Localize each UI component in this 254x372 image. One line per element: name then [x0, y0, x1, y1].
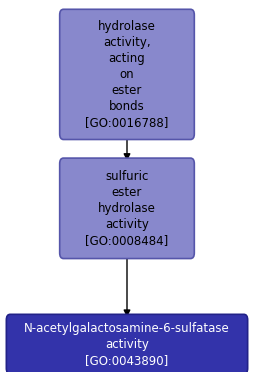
FancyBboxPatch shape	[6, 314, 248, 372]
FancyBboxPatch shape	[60, 158, 194, 259]
FancyBboxPatch shape	[60, 9, 194, 140]
Text: sulfuric
ester
hydrolase
activity
[GO:0008484]: sulfuric ester hydrolase activity [GO:00…	[85, 170, 169, 247]
Text: N-acetylgalactosamine-6-sulfatase
activity
[GO:0043890]: N-acetylgalactosamine-6-sulfatase activi…	[24, 322, 230, 366]
Text: hydrolase
activity,
acting
on
ester
bonds
[GO:0016788]: hydrolase activity, acting on ester bond…	[85, 20, 169, 129]
